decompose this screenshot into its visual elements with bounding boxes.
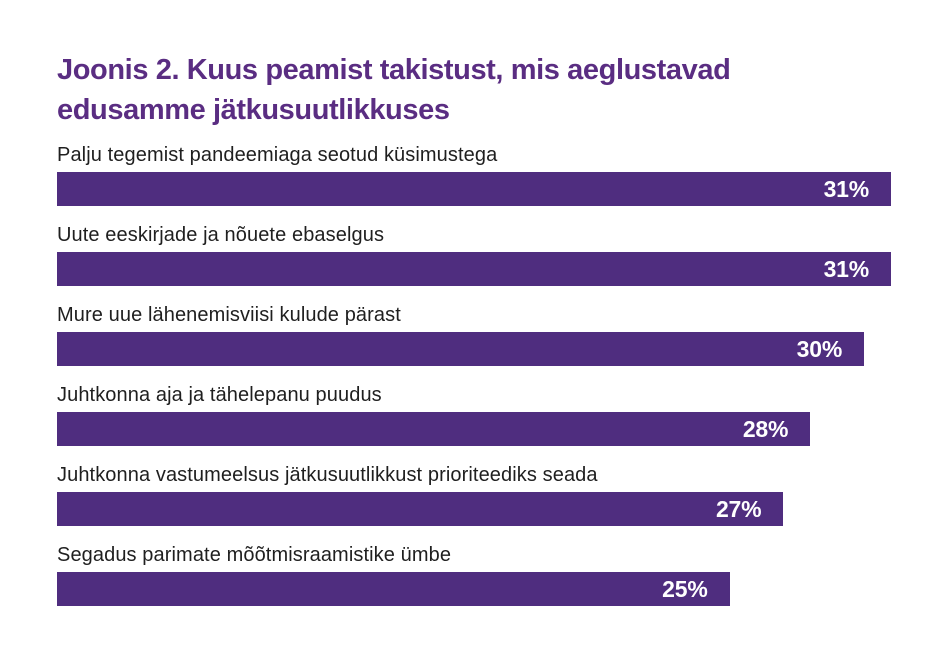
bar-track: 25% bbox=[57, 572, 891, 606]
bar-row: Juhtkonna aja ja tähelepanu puudus 28% bbox=[57, 384, 891, 446]
bar-track: 28% bbox=[57, 412, 891, 446]
bar-row: Mure uue lähenemisviisi kulude pärast 30% bbox=[57, 304, 891, 366]
bar-value: 27% bbox=[715, 495, 762, 522]
bar-value: 28% bbox=[742, 415, 789, 442]
bar-label: Uute eeskirjade ja nõuete ebaselgus bbox=[57, 224, 385, 246]
bar: 30% bbox=[57, 332, 865, 366]
bar-label: Juhtkonna vastumeelsus jätkusuutlikkust … bbox=[57, 464, 598, 486]
figure-title: Joonis 2. Kuus peamist takistust, mis ae… bbox=[57, 50, 891, 130]
bar-row: Palju tegemist pandeemiaga seotud küsimu… bbox=[57, 144, 891, 206]
bar: 28% bbox=[57, 412, 811, 446]
figure-title-line-1: Joonis 2. Kuus peamist takistust, mis ae… bbox=[57, 54, 731, 86]
bar-row: Juhtkonna vastumeelsus jätkusuutlikkust … bbox=[57, 464, 891, 526]
bar-value: 31% bbox=[823, 175, 870, 202]
bar-track: 31% bbox=[57, 252, 891, 286]
bar: 27% bbox=[57, 492, 784, 526]
bar-label: Juhtkonna aja ja tähelepanu puudus bbox=[57, 384, 382, 406]
bar-label: Mure uue lähenemisviisi kulude pärast bbox=[57, 304, 401, 326]
bar-row: Segadus parimate mõõtmisraamistike ümbe 2… bbox=[57, 544, 891, 606]
bar-track: 27% bbox=[57, 492, 891, 526]
bar-label: Segadus parimate mõõtmisraamistike ümbe bbox=[57, 544, 452, 566]
bar-value: 25% bbox=[662, 575, 708, 602]
bar-chart: Palju tegemist pandeemiaga seotud küsimu… bbox=[57, 144, 891, 606]
bar-value: 31% bbox=[823, 255, 870, 282]
bar: 31% bbox=[57, 252, 891, 286]
bar-row: Uute eeskirjade ja nõuete ebaselgus 31% bbox=[57, 224, 891, 286]
bar-track: 31% bbox=[57, 172, 891, 206]
figure-title-line-2: edusamme jätkusuutlikkuses bbox=[57, 94, 450, 126]
bar: 25% bbox=[57, 572, 730, 606]
bar-track: 30% bbox=[57, 332, 891, 366]
bar: 31% bbox=[57, 172, 891, 206]
bar-label: Palju tegemist pandeemiaga seotud küsimu… bbox=[57, 144, 498, 166]
bar-value: 30% bbox=[796, 335, 843, 362]
